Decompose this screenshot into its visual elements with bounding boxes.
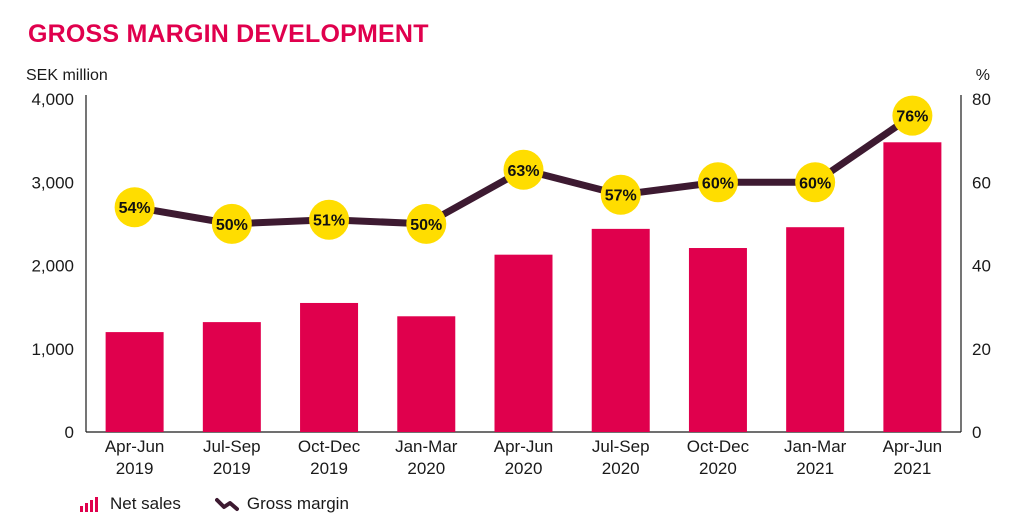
x-tick-label-period: Oct-Dec — [687, 437, 750, 456]
x-tick-label: Jul-Sep 2019 — [203, 437, 261, 478]
y-tick-right: 20 — [972, 340, 991, 359]
point-gross-margin — [503, 149, 544, 190]
x-tick-label-period: Jul-Sep — [592, 437, 650, 456]
x-tick-label-year: 2021 — [893, 459, 931, 478]
y-tick-left: 1,000 — [31, 340, 74, 359]
x-tick-label-period: Jan-Mar — [395, 437, 458, 456]
point-gross-margin — [114, 187, 155, 228]
point-gross-margin — [892, 95, 933, 136]
y-axis-right-label: % — [976, 67, 990, 84]
x-tick-label-period: Apr-Jun — [494, 437, 554, 456]
data-label-gross-margin: 63% — [507, 163, 539, 180]
data-label-gross-margin: 60% — [702, 175, 734, 192]
x-tick-label-period: Apr-Jun — [883, 437, 943, 456]
bar-net-sales — [202, 322, 261, 432]
point-gross-margin — [406, 203, 447, 244]
bar-net-sales — [883, 142, 942, 433]
point-gross-margin — [697, 162, 738, 203]
x-tick-label: Jul-Sep 2020 — [592, 437, 650, 478]
x-tick-label-year: 2020 — [602, 459, 640, 478]
data-label-gross-margin: 76% — [896, 109, 928, 126]
chart-title: GROSS MARGIN DEVELOPMENT — [28, 20, 429, 48]
point-gross-margin — [600, 174, 641, 215]
bars — [105, 142, 942, 433]
x-tick-label-year: 2019 — [213, 459, 251, 478]
x-tick-label-year: 2019 — [310, 459, 348, 478]
point-gross-margin — [795, 162, 836, 203]
x-tick-label: Jan-Mar 2021 — [784, 437, 847, 478]
x-tick-label: Apr-Jun 2019 — [105, 437, 165, 478]
bar-chart-icon — [80, 496, 102, 512]
point-gross-margin — [211, 203, 252, 244]
y-tick-right: 0 — [972, 423, 981, 442]
x-tick-label-year: 2020 — [699, 459, 737, 478]
bar-net-sales — [494, 254, 553, 432]
y-tick-right: 60 — [972, 173, 991, 192]
x-tick-label: Oct-Dec 2019 — [298, 437, 361, 478]
bar-net-sales — [688, 248, 747, 432]
bar-net-sales — [105, 332, 164, 432]
legend-item-gross-margin: Gross margin — [214, 494, 349, 514]
x-tick-label: Apr-Jun 2021 — [883, 437, 943, 478]
y-tick-left: 0 — [65, 423, 74, 442]
x-tick-label: Oct-Dec 2020 — [687, 437, 750, 478]
data-label-gross-margin: 51% — [313, 213, 345, 230]
bar-net-sales — [397, 316, 456, 432]
x-tick-label: Jan-Mar 2020 — [395, 437, 458, 478]
x-tick-label-year: 2019 — [116, 459, 154, 478]
y-axis-left-label: SEK million — [26, 67, 108, 84]
legend-item-net-sales: Net sales — [80, 494, 181, 514]
y-tick-left: 3,000 — [31, 173, 74, 192]
x-tick-label-period: Jul-Sep — [203, 437, 261, 456]
legend-label-net-sales: Net sales — [110, 494, 181, 513]
x-tick-label: Apr-Jun 2020 — [494, 437, 554, 478]
point-gross-margin — [309, 199, 350, 240]
y-tick-left: 4,000 — [31, 90, 74, 109]
x-tick-label-year: 2020 — [407, 459, 445, 478]
data-label-gross-margin: 50% — [410, 217, 442, 234]
data-label-gross-margin: 60% — [799, 175, 831, 192]
data-label-gross-margin: 50% — [216, 217, 248, 234]
x-tick-label-period: Jan-Mar — [784, 437, 847, 456]
y-tick-left: 2,000 — [31, 257, 74, 276]
legend: Net sales Gross margin — [80, 494, 383, 514]
data-label-gross-margin: 54% — [119, 200, 151, 217]
x-tick-label-period: Oct-Dec — [298, 437, 361, 456]
bar-net-sales — [786, 227, 845, 432]
bar-net-sales — [591, 228, 650, 432]
y-tick-right: 80 — [972, 90, 991, 109]
x-tick-label-year: 2021 — [796, 459, 834, 478]
data-label-gross-margin: 57% — [605, 188, 637, 205]
markers: 54% 50% 51% 50% 63% 57% 60% 60% 76% — [114, 95, 933, 244]
y-tick-right: 40 — [972, 257, 991, 276]
x-tick-label-year: 2020 — [505, 459, 543, 478]
x-tick-label-period: Apr-Jun — [105, 437, 165, 456]
line-chart-icon — [214, 496, 239, 512]
legend-label-gross-margin: Gross margin — [246, 494, 349, 513]
bar-net-sales — [300, 302, 359, 432]
